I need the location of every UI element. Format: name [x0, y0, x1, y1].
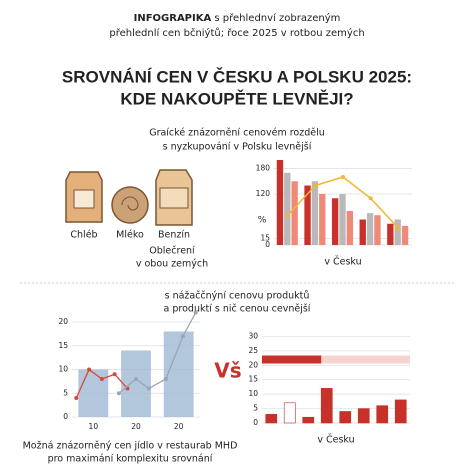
- y-axis-label: %: [258, 216, 267, 226]
- bar: [265, 414, 278, 424]
- point: [134, 377, 138, 381]
- x-axis-label: v Česku: [324, 256, 361, 268]
- header-line1: INFOGRAPIKA s přehlednví zobrazeným: [134, 12, 341, 24]
- bar: [121, 350, 151, 417]
- bar: [387, 223, 394, 245]
- y-tick-label: 5: [253, 404, 258, 413]
- y-tick-label: 0: [63, 412, 68, 421]
- point: [163, 377, 168, 381]
- note: Oblečrení: [149, 246, 195, 257]
- point: [180, 334, 185, 339]
- point: [368, 196, 373, 201]
- bar: [346, 211, 354, 245]
- point: [285, 213, 290, 218]
- y-tick-label: 0: [253, 418, 258, 427]
- bar: [276, 160, 284, 245]
- bar: [339, 411, 352, 424]
- note: v obou zemých: [136, 259, 208, 270]
- point: [74, 396, 79, 400]
- header-rest: s přehlednví zobrazeným: [214, 12, 340, 24]
- y-tick-label: 15: [260, 234, 270, 243]
- bar: [374, 215, 381, 245]
- bar: [304, 185, 311, 245]
- point: [341, 175, 345, 179]
- footer: Možná znázorněný cen jídlo v restaurab M…: [23, 441, 238, 452]
- caption: a produktí s nič cenou cevnější: [164, 304, 311, 315]
- x-tick-label: 20: [131, 422, 141, 431]
- caption: s nyzkupování v Polsku levnější: [163, 142, 312, 153]
- header-line2: přehlednlí cen bčniýtů; řoce 2025 v rotb…: [109, 27, 364, 39]
- item-label: Mléko: [116, 230, 144, 241]
- bar: [319, 194, 326, 245]
- badge: Vš: [214, 359, 241, 383]
- y-tick-label: 20: [248, 360, 258, 369]
- y-tick-label: 20: [58, 317, 68, 326]
- y-tick-label: 120: [256, 189, 271, 198]
- y-tick-label: 25: [248, 346, 258, 355]
- bar: [331, 198, 339, 245]
- bar: [366, 213, 374, 245]
- bar: [394, 219, 401, 245]
- point: [193, 310, 198, 315]
- point: [112, 372, 117, 377]
- bar: [320, 388, 333, 424]
- title: SROVNÁNÍ CEN V ČESKU A POLSKU 2025:: [62, 67, 412, 86]
- bar: [291, 181, 298, 245]
- bar: [311, 181, 319, 245]
- header-bold: INFOGRAPIKA: [134, 13, 212, 24]
- line: [118, 312, 197, 394]
- point: [87, 367, 92, 372]
- y-tick-label: 15: [58, 341, 68, 350]
- item-label: Benzín: [158, 230, 190, 241]
- bar: [302, 416, 315, 424]
- point: [99, 377, 104, 381]
- y-tick-label: 180: [256, 164, 271, 173]
- reference-bar: [262, 355, 410, 364]
- bar: [376, 405, 389, 424]
- item-label: Chléb: [70, 230, 97, 241]
- reference-bar: [262, 355, 322, 364]
- bar: [359, 219, 366, 245]
- y-tick-label: 30: [248, 331, 258, 340]
- point: [146, 386, 151, 391]
- bar: [401, 225, 409, 245]
- bar: [357, 408, 370, 424]
- bar: [283, 402, 296, 424]
- point: [313, 183, 318, 188]
- icons: [65, 169, 193, 226]
- caption: s nážaččnýní cenovu produktů: [165, 291, 310, 302]
- bar: [284, 172, 291, 245]
- footer: pro maximání komplexitu srovnání: [48, 454, 213, 465]
- point: [116, 391, 121, 396]
- bar: [78, 369, 109, 417]
- y-tick-label: 15: [248, 375, 258, 384]
- point: [396, 226, 401, 230]
- x-tick-label: 10: [89, 422, 99, 431]
- y-tick-label: 10: [58, 365, 68, 374]
- x-tick-label: 20: [174, 422, 184, 431]
- caption: Graícké znázornění cenovém rozdělu: [149, 128, 325, 139]
- y-tick-label: 5: [63, 388, 68, 397]
- bar: [339, 194, 346, 245]
- bar: [394, 399, 407, 424]
- x-axis-label: v Česku: [317, 434, 354, 446]
- y-tick-label: 10: [248, 389, 258, 398]
- title: KDE NAKOUPĚTE LEVNĚJI?: [120, 89, 353, 108]
- y-tick-label: 0: [265, 240, 270, 249]
